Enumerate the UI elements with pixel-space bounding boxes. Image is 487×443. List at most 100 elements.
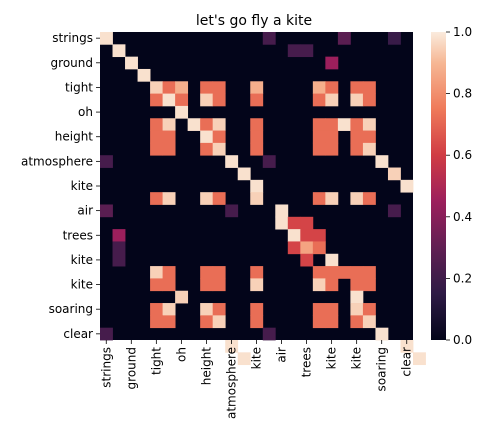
heatmap-cell [300,241,314,255]
heatmap-cell [137,68,151,82]
heatmap-cell [162,303,176,316]
heatmap-cell [200,303,214,316]
heatmap-cell [212,303,226,316]
heatmap-cell [375,155,389,168]
heatmap-cell [237,352,251,366]
heatmap-cell [325,278,339,292]
y-tick-label: soaring [49,302,93,316]
heatmap-cell [287,241,301,255]
heatmap-cell [175,105,189,119]
y-tick-label: strings [52,31,93,45]
colorbar-tick-label: 0.4 [453,210,472,224]
x-tick-label: kite [325,347,339,369]
heatmap-cell [337,32,351,45]
heatmap-cell [362,118,376,131]
colorbar-tick-label: 1.0 [453,25,472,39]
heatmap-cell [162,315,176,329]
y-tick-label: oh [78,105,93,119]
colorbar: 0.0 0.2 0.4 0.6 0.8 1.0 [431,25,472,347]
y-tick-label: tight [65,80,93,94]
heatmap-cell [150,118,163,131]
heatmap-cell [325,142,339,156]
heatmap-cell [362,303,376,316]
heatmap-cell [250,130,264,144]
heatmap-cell [362,130,376,144]
heatmap-cell [312,93,326,107]
heatmap-cell [337,118,351,131]
x-tick-label: trees [300,347,314,377]
heatmap-cell [212,192,226,205]
heatmap-cell [312,81,326,94]
heatmap-cell [350,118,364,131]
heatmap-cell [162,266,176,279]
y-tick-label: air [77,204,93,218]
heatmap-cell [387,167,401,181]
heatmap-cell [413,352,426,366]
heatmap-cell [187,118,201,131]
x-tick-label: kite [350,347,364,369]
x-tick-label: atmosphere [224,347,238,419]
heatmap-cell [150,266,163,279]
heatmap-cell [225,340,239,353]
heatmap-cell [150,93,163,107]
x-tick-label: kite [250,347,264,369]
heatmap-cell [312,192,326,205]
x-tick-label: oh [174,347,188,362]
heatmap-cell [100,32,113,45]
heatmap-cell [200,192,214,205]
colorbar-tick-label: 0.6 [453,148,472,162]
heatmap-cell [212,142,226,156]
y-tick-labels: strings ground tight oh height atmosphere kite… [21,31,100,341]
y-tick-label: atmosphere [21,154,93,168]
heatmap-cell [150,315,163,329]
heatmap-cell [212,130,226,144]
heatmap-cell [200,130,214,144]
heatmap-cell [362,315,376,329]
heatmap-cell [250,93,264,107]
heatmap-cell [325,266,339,279]
heatmap-cell [175,290,189,304]
heatmap-cell [162,81,176,94]
heatmap-cell [350,142,364,156]
heatmap-cell [400,179,414,193]
heatmap-cell [350,266,364,279]
heatmap-cell [312,142,326,156]
heatmap-cell [312,315,326,329]
heatmap-cell [400,340,414,353]
x-tick-label: air [275,347,289,363]
heatmap-cell [312,278,326,292]
heatmap-cell [350,303,364,316]
y-tick-label: kite [71,179,93,193]
heatmap-cell [100,204,113,218]
colorbar-gradient [431,32,446,340]
y-tick-label: clear [63,327,93,341]
heatmap-cell [225,204,239,218]
heatmap-cell [250,315,264,329]
heatmap-cell [162,278,176,292]
heatmap-cell [350,130,364,144]
heatmap-cell [212,93,226,107]
heatmap-cell [325,315,339,329]
heatmap-cell [112,229,126,242]
y-tick-label: trees [63,228,93,242]
heatmap-cell [162,192,176,205]
heatmap-cell [250,118,264,131]
heatmap-cell [250,266,264,279]
heatmap-cell [262,32,276,45]
heatmap-cell [200,266,214,279]
heatmap-cell [212,278,226,292]
y-tick-label: height [55,130,94,144]
y-tick-label: ground [51,56,93,70]
chart-title: let's go fly a kite [196,13,312,29]
x-tick-label: tight [149,347,163,375]
heatmap-cell [162,130,176,144]
heatmap-cell [325,118,339,131]
heatmap-cell [150,303,163,316]
heatmap-cell [312,130,326,144]
heatmap-cell [325,130,339,144]
heatmap-cell [150,142,163,156]
heatmap-cell [325,93,339,107]
heatmap-cell [237,167,251,181]
heatmap-cell [362,93,376,107]
